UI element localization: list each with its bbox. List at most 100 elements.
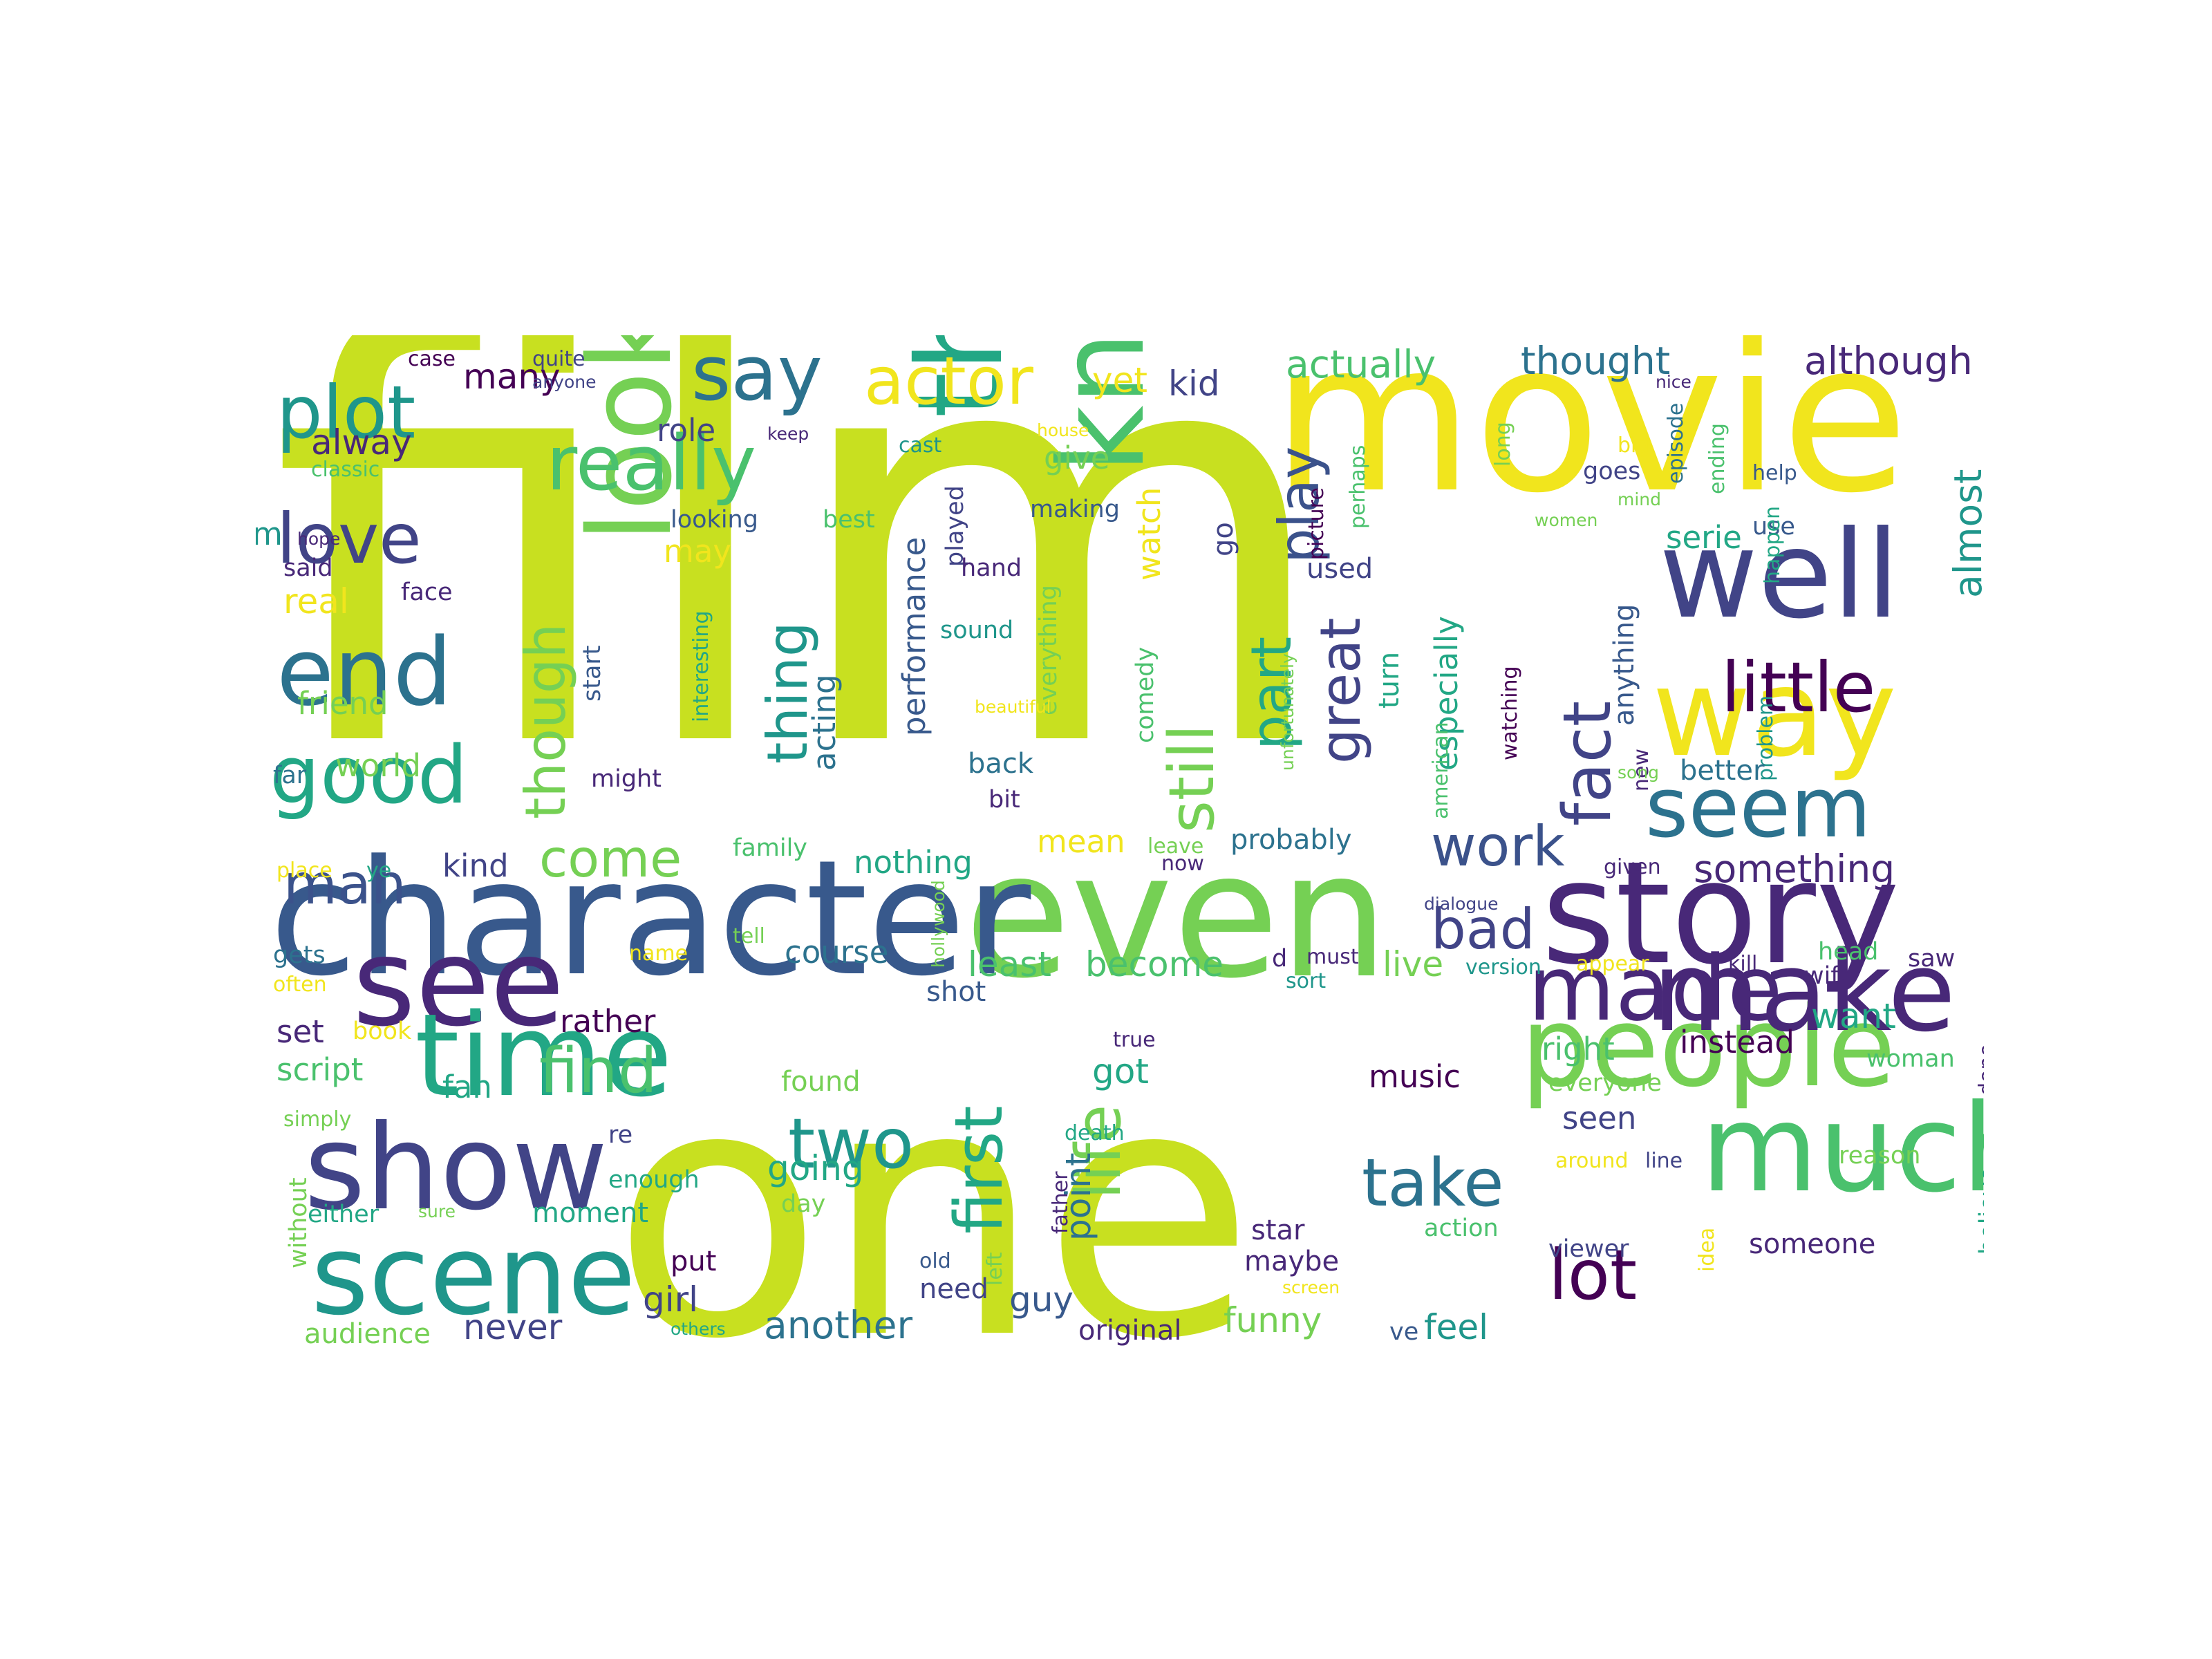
word-alway: alway [311,422,412,462]
word-probably: probably [1230,824,1352,856]
word-long: long [1491,422,1515,467]
word-little: little [1721,647,1876,728]
word-true: true [1113,1028,1156,1052]
word-watch: watch [1131,487,1168,581]
word-face: face [401,579,453,606]
word-real: real [283,581,349,621]
word-wife: wife [1804,962,1855,990]
word-although: although [1804,339,1973,383]
word-line: line [1645,1149,1683,1173]
word-someone: someone [1749,1228,1876,1260]
word-unfortunately: unfortunately [1277,653,1297,771]
word-help: help [1752,461,1797,485]
word-tell: tell [733,924,765,948]
word-almost: almost [1946,469,1984,598]
word-hollywood: hollywood [928,880,948,968]
word-see: see [353,913,565,1053]
word-episode: episode [1664,402,1688,484]
word-want: want [1811,996,1896,1036]
word-american: american [1429,722,1453,819]
word-everyone: everyone [1548,1069,1662,1097]
word-movie: movie [1272,335,1909,538]
word-people: people [1521,982,1896,1112]
word-death: death [1065,1121,1125,1145]
word-house: house [1037,420,1089,440]
word-left: left [983,1252,1007,1286]
word-still: still [1156,724,1228,833]
word-acting: acting [806,674,843,771]
word-old: old [919,1249,951,1273]
word-ye: ye [366,859,392,883]
word-find: find [539,1035,657,1107]
word-lot: lot [1548,1235,1638,1315]
word-great: great [1309,617,1373,764]
word-going: going [767,1148,864,1188]
word-many: many [463,357,561,397]
word-anyone: anyone [532,372,597,392]
word-watching: watching [1498,666,1522,760]
word-others: others [671,1319,726,1339]
word-place: place [276,859,332,883]
word-bad: bad [1431,897,1535,962]
word-instead: instead [1680,1024,1794,1060]
word-love: love [276,498,422,579]
word-star: star [1251,1215,1305,1246]
word-seen: seen [1562,1100,1637,1136]
word-got: got [1092,1051,1149,1091]
word-sort: sort [1286,969,1327,993]
word-back: back [968,748,1034,780]
word-m: m [256,516,283,552]
word-family: family [733,834,808,862]
word-cloud: film one movie even character story well way muc… [256,335,1984,1358]
word-show: show [304,1100,608,1237]
word-beautiful: beautiful [975,697,1051,717]
word-least: least [968,944,1051,984]
word-best: best [823,506,875,534]
word-simply: simply [283,1107,352,1132]
word-nothing: nothing [854,844,973,881]
word-appear: appear [1576,952,1649,976]
word-film: film [270,335,1337,872]
word-say: say [691,335,823,418]
word-set: set [276,1013,324,1050]
word-now: now [1161,852,1204,876]
word-kill: kill [1728,952,1758,976]
word-better: better [1680,755,1765,787]
word-goes: goes [1583,458,1641,485]
word-moment: moment [532,1197,649,1229]
word-bit: bit [988,786,1020,814]
word-making: making [1030,496,1120,523]
word-book: book [353,1018,412,1045]
word-right: right [1541,1031,1615,1067]
word-looking: looking [671,506,758,534]
word-man: man [283,852,406,917]
word-interesting: interesting [689,610,713,722]
word-work: work [1431,814,1565,879]
word-kid: kid [1168,364,1220,404]
word-version: version [1465,955,1541,980]
word-shot: shot [926,976,986,1008]
word-girl: girl [643,1280,699,1320]
word-woman: woman [1866,1045,1955,1073]
word-one: one [612,1012,1255,1358]
word-nice: nice [1656,372,1691,392]
word-cast: cast [899,433,942,458]
word-head: head [1818,938,1879,966]
word-reason: reason [1839,1142,1921,1170]
word-action: action [1424,1215,1499,1242]
word-anything: anything [1609,603,1640,726]
word-sound: sound [940,617,1014,644]
word-something: something [1694,847,1895,891]
word-happen: happen [1761,506,1785,584]
word-mean: mean [1037,823,1125,860]
word-two: two [788,1103,915,1184]
word-thought: thought [1521,339,1671,383]
word-sure: sure [418,1201,456,1221]
word-end: end [276,618,453,727]
word-character: character [270,827,1031,1011]
word-ve: ve [1389,1318,1419,1346]
word-must: must [1306,945,1359,969]
word-actor: actor [864,344,1033,420]
word-said: said [283,554,333,582]
word-need: need [919,1273,988,1305]
